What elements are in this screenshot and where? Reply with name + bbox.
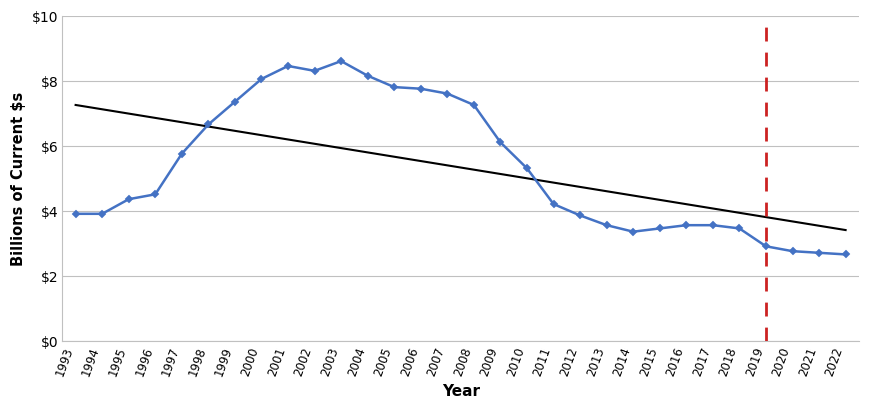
X-axis label: Year: Year — [441, 383, 479, 398]
Y-axis label: Billions of Current $s: Billions of Current $s — [11, 92, 26, 265]
